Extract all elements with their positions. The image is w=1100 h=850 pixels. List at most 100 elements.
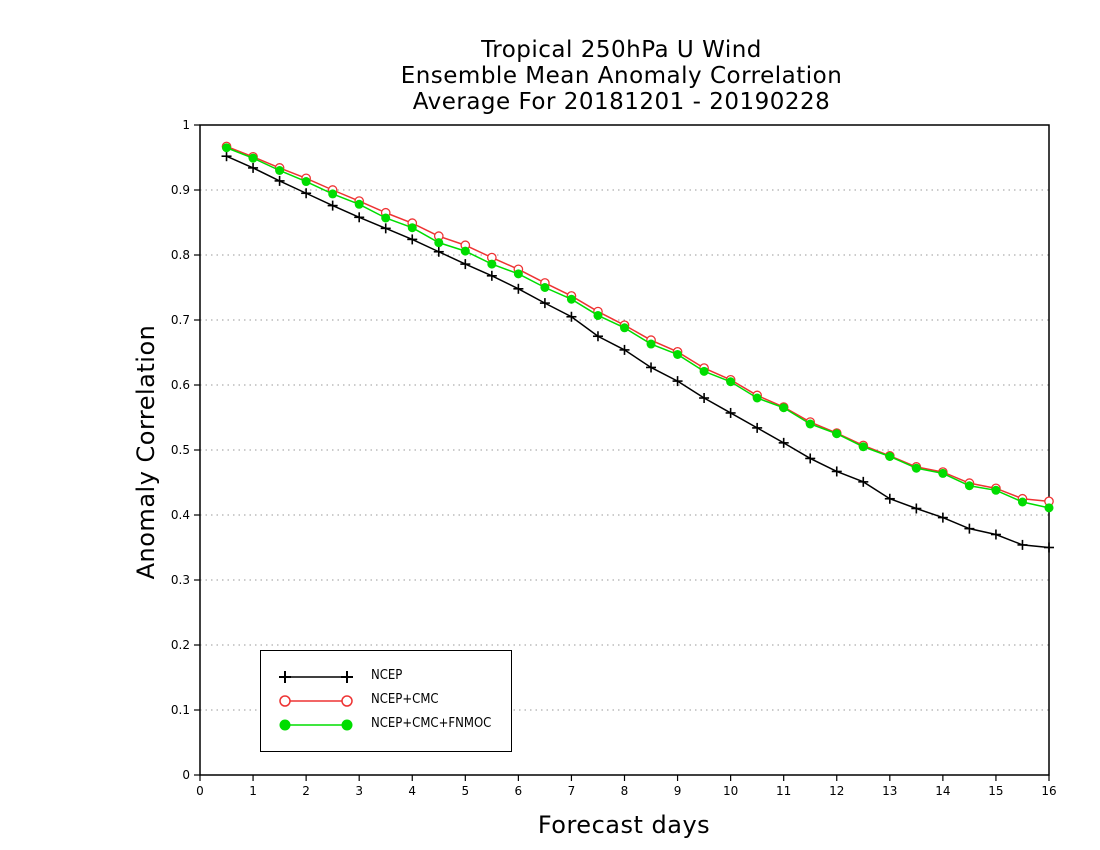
- x-tick-label: 9: [674, 784, 682, 798]
- data-point-ncep-cmc-fnmoc: [540, 283, 550, 292]
- y-tick-label: 0.7: [171, 313, 190, 327]
- x-tick-label: 2: [302, 784, 310, 798]
- legend-label-ncep-cmc: NCEP+CMC: [371, 692, 439, 707]
- legend-item-ncep-cmc: NCEP+CMC: [261, 689, 511, 713]
- data-point-ncep: [752, 422, 763, 433]
- data-point-ncep-cmc-fnmoc: [858, 442, 868, 452]
- y-tick-label: 0.4: [171, 508, 190, 522]
- data-point-ncep-cmc-fnmoc: [222, 143, 232, 153]
- series-line-ncep-cmc-fnmoc: [226, 147, 1050, 509]
- y-axis-label: Anomaly Correlation: [132, 324, 160, 580]
- data-point-ncep: [699, 393, 710, 403]
- data-point-ncep-cmc-fnmoc: [911, 463, 921, 473]
- data-point-ncep: [539, 298, 550, 309]
- data-point-ncep: [937, 512, 948, 523]
- x-tick-label: 10: [723, 784, 738, 798]
- data-point-ncep: [301, 188, 312, 199]
- data-point-ncep-cmc-fnmoc: [699, 366, 709, 376]
- data-point-ncep: [354, 212, 365, 223]
- data-point-ncep: [911, 503, 922, 514]
- data-point-ncep-cmc-fnmoc: [328, 189, 338, 199]
- data-point-ncep-cmc-fnmoc: [726, 377, 736, 387]
- data-point-ncep-cmc-fnmoc: [991, 485, 1001, 495]
- x-tick-label: 0: [196, 784, 204, 798]
- data-point-ncep: [592, 331, 603, 342]
- data-point-ncep-cmc-fnmoc: [673, 349, 683, 359]
- chart-title-line-1: Tropical 250hPa U Wind: [481, 37, 762, 63]
- data-point-ncep-cmc-fnmoc: [1044, 503, 1054, 513]
- chart-title-line-3: Average For 20181201 - 20190228: [412, 89, 831, 115]
- y-tick-label: 0.5: [171, 443, 190, 457]
- x-tick-label: 14: [935, 784, 950, 798]
- data-point-ncep: [486, 270, 497, 281]
- legend: NCEP NCEP+CMC NCEP+CMC+FNMOC: [260, 650, 512, 752]
- x-tick-label: 3: [355, 784, 363, 798]
- grid-lines: [200, 189, 1049, 711]
- data-point-ncep: [619, 344, 630, 355]
- data-point-ncep-cmc-fnmoc: [354, 199, 364, 209]
- x-tick-label: 4: [408, 784, 416, 798]
- data-point-ncep-cmc-fnmoc: [275, 166, 285, 175]
- data-point-ncep: [274, 175, 285, 186]
- data-point-ncep: [433, 246, 444, 257]
- data-point-ncep-cmc-fnmoc: [964, 481, 974, 491]
- y-tick-label: 0.1: [171, 703, 190, 717]
- data-point-ncep-cmc-fnmoc: [434, 238, 444, 248]
- data-point-ncep-cmc-fnmoc: [513, 269, 523, 279]
- data-point-ncep: [407, 234, 418, 245]
- x-tick-label: 11: [776, 784, 791, 798]
- data-point-ncep-cmc-fnmoc: [752, 393, 762, 403]
- data-point-ncep-cmc-fnmoc: [646, 339, 656, 349]
- axis-ticks: 00.10.20.30.40.50.60.70.80.910 1 2 3 4 5 6 7 8 9 1…: [171, 118, 1057, 798]
- series-line-ncep-cmc: [226, 145, 1050, 503]
- data-point-ncep: [248, 162, 259, 173]
- data-point-ncep-cmc-fnmoc: [620, 323, 629, 333]
- data-point-ncep: [831, 466, 842, 477]
- y-tick-label: 1: [182, 118, 190, 132]
- legend-swatch-ncep-cmc-fnmoc: [279, 719, 353, 731]
- y-tick-label: 0.6: [171, 378, 190, 392]
- legend-label-ncep-cmc-fnmoc: NCEP+CMC+FNMOC: [371, 716, 492, 731]
- data-point-ncep: [460, 259, 471, 270]
- x-tick-label: 7: [568, 784, 576, 798]
- data-point-ncep-cmc-fnmoc: [487, 259, 497, 269]
- x-tick-label: 8: [621, 784, 629, 798]
- series-line-ncep: [226, 155, 1050, 549]
- data-point-ncep-cmc-fnmoc: [832, 429, 842, 439]
- y-tick-label: 0.3: [171, 573, 190, 587]
- data-point-ncep: [725, 407, 736, 418]
- data-point-ncep: [380, 223, 391, 234]
- data-point-ncep: [990, 529, 1001, 540]
- legend-swatch-ncep-cmc: [279, 695, 353, 707]
- data-point-ncep-cmc-fnmoc: [460, 246, 470, 256]
- data-point-ncep-cmc-fnmoc: [885, 452, 895, 461]
- legend-item-ncep-cmc-fnmoc: NCEP+CMC+FNMOC: [261, 713, 511, 737]
- data-point-ncep: [805, 453, 816, 464]
- data-point-ncep-cmc-fnmoc: [593, 310, 603, 320]
- x-tick-label: 5: [461, 784, 469, 798]
- data-point-ncep-cmc-fnmoc: [301, 177, 311, 187]
- data-point-ncep: [778, 437, 789, 448]
- data-point-ncep: [513, 283, 524, 294]
- x-tick-label: 6: [515, 784, 523, 798]
- legend-label-ncep: NCEP: [371, 668, 403, 683]
- x-tick-label: 12: [829, 784, 844, 798]
- x-tick-label: 16: [1041, 784, 1056, 798]
- data-point-ncep: [858, 476, 869, 487]
- data-point-ncep-cmc-fnmoc: [381, 213, 391, 223]
- series-layer: [221, 141, 1054, 553]
- y-tick-label: 0: [182, 768, 190, 782]
- data-point-ncep: [566, 311, 577, 322]
- data-point-ncep: [327, 200, 338, 211]
- legend-item-ncep: NCEP: [261, 665, 511, 689]
- data-point-ncep-cmc-fnmoc: [779, 403, 789, 413]
- data-point-ncep-cmc-fnmoc: [805, 419, 815, 429]
- data-point-ncep: [1017, 539, 1028, 550]
- x-axis-label: Forecast days: [537, 811, 711, 839]
- data-point-ncep: [964, 523, 975, 534]
- y-tick-label: 0.2: [171, 638, 190, 652]
- data-point-ncep: [672, 376, 683, 387]
- chart-title-line-2: Ensemble Mean Anomaly Correlation: [400, 63, 843, 89]
- data-point-ncep: [646, 362, 657, 373]
